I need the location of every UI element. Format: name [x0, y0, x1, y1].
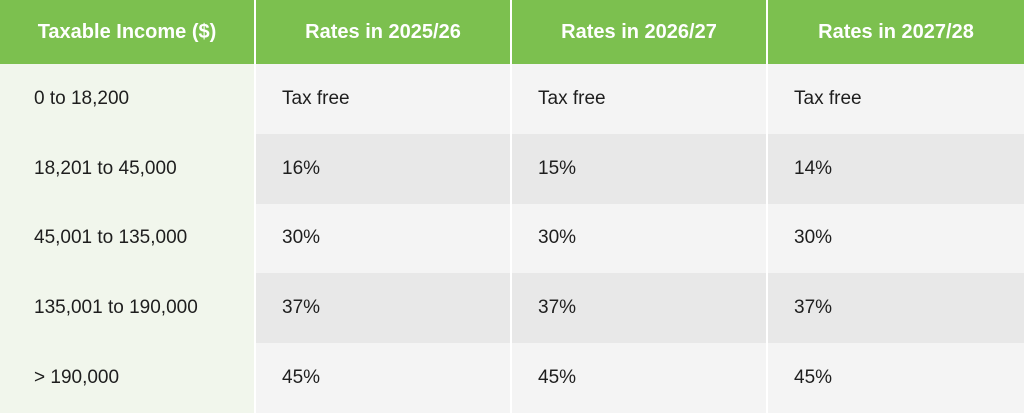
- rate-cell-2027-28: Tax free: [768, 64, 1024, 134]
- rate-cell-2025-26: 45%: [256, 343, 512, 413]
- rate-cell-2026-27: 30%: [512, 203, 768, 274]
- income-bracket-cell: 135,001 to 190,000: [0, 273, 256, 344]
- table-row: > 190,000 45% 45% 45%: [0, 343, 1024, 413]
- rate-cell-2025-26: 37%: [256, 273, 512, 344]
- table-row: 45,001 to 135,000 30% 30% 30%: [0, 203, 1024, 274]
- table-body: 0 to 18,200 Tax free Tax free Tax free 1…: [0, 64, 1024, 413]
- rate-cell-2027-28: 30%: [768, 203, 1024, 274]
- rate-cell-2025-26: Tax free: [256, 64, 512, 134]
- header-rates-2025-26: Rates in 2025/26: [256, 0, 512, 64]
- header-rates-2027-28: Rates in 2027/28: [768, 0, 1024, 64]
- income-bracket-cell: > 190,000: [0, 343, 256, 413]
- rate-cell-2026-27: 15%: [512, 133, 768, 204]
- rate-cell-2026-27: Tax free: [512, 64, 768, 134]
- table-row: 0 to 18,200 Tax free Tax free Tax free: [0, 64, 1024, 134]
- rate-cell-2027-28: 37%: [768, 273, 1024, 344]
- header-rates-2026-27: Rates in 2026/27: [512, 0, 768, 64]
- table-header: Taxable Income ($) Rates in 2025/26 Rate…: [0, 0, 1024, 64]
- rate-cell-2027-28: 14%: [768, 133, 1024, 204]
- table-row: 135,001 to 190,000 37% 37% 37%: [0, 273, 1024, 344]
- header-row: Taxable Income ($) Rates in 2025/26 Rate…: [0, 0, 1024, 64]
- rate-cell-2026-27: 45%: [512, 343, 768, 413]
- rate-cell-2027-28: 45%: [768, 343, 1024, 413]
- income-bracket-cell: 0 to 18,200: [0, 64, 256, 134]
- rate-cell-2026-27: 37%: [512, 273, 768, 344]
- rate-cell-2025-26: 16%: [256, 133, 512, 204]
- rate-cell-2025-26: 30%: [256, 203, 512, 274]
- income-bracket-cell: 18,201 to 45,000: [0, 133, 256, 204]
- income-bracket-cell: 45,001 to 135,000: [0, 203, 256, 274]
- header-taxable-income: Taxable Income ($): [0, 0, 256, 64]
- table-row: 18,201 to 45,000 16% 15% 14%: [0, 133, 1024, 204]
